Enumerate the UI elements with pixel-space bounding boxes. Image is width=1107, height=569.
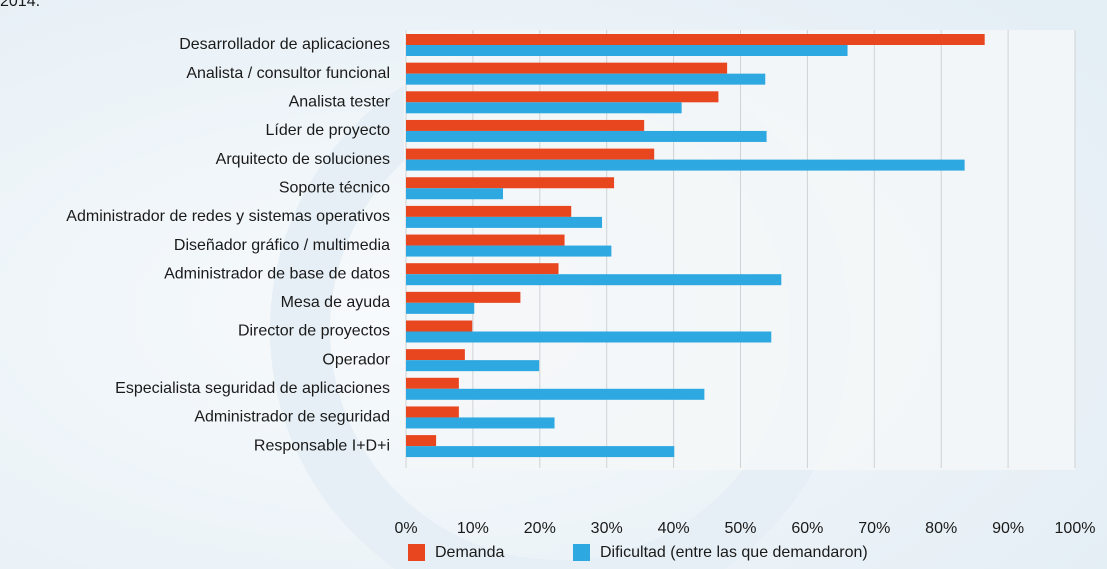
bar: [406, 263, 559, 275]
y-tick-label: Administrador de base de datos: [164, 265, 390, 282]
x-tick-label: 70%: [858, 520, 890, 537]
x-tick-label: 50%: [724, 520, 756, 537]
bar: [406, 216, 603, 228]
x-tick-label: 90%: [992, 520, 1024, 537]
bar: [406, 245, 612, 257]
y-tick-label: Soporte técnico: [279, 179, 390, 196]
bar: [406, 291, 521, 303]
bar: [406, 205, 572, 217]
y-tick-label: Analista tester: [289, 94, 391, 111]
y-tick-label: Responsable I+D+i: [254, 437, 390, 454]
bar: [406, 377, 459, 389]
y-tick-label: Arquitecto de soluciones: [216, 151, 390, 168]
y-tick-label: Líder de proyecto: [265, 122, 390, 139]
bar: [406, 34, 985, 45]
bar: [406, 119, 645, 131]
x-tick-label: 0%: [394, 520, 417, 537]
legend-swatch: [573, 544, 590, 561]
bar: [406, 417, 555, 429]
bar: [406, 159, 965, 171]
bar: [406, 188, 504, 200]
x-tick-label: 10%: [457, 520, 489, 537]
x-tick-label: 80%: [925, 520, 957, 537]
bar: [406, 62, 728, 74]
bar: [406, 274, 782, 286]
bar: [406, 73, 766, 85]
caption: 2014.: [0, 0, 40, 10]
legend-swatch: [408, 544, 425, 561]
legend-label: Dificultad (entre las que demandaron): [600, 544, 868, 561]
bar: [406, 388, 705, 400]
bar: [406, 446, 675, 458]
bar: [406, 302, 475, 314]
bar: [406, 331, 772, 343]
x-tick-label: 30%: [591, 520, 623, 537]
y-tick-label: Analista / consultor funcional: [186, 65, 390, 82]
bar: [406, 177, 615, 189]
y-tick-label: Desarrollador de aplicaciones: [179, 36, 390, 53]
y-tick-label: Administrador de redes y sistemas operat…: [66, 208, 390, 225]
bar: [406, 45, 848, 56]
bar: [406, 320, 473, 332]
x-tick-label: 100%: [1055, 520, 1096, 537]
y-tick-label: Administrador de seguridad: [194, 409, 390, 426]
bar: [406, 349, 465, 361]
bar: [406, 406, 459, 418]
bar: [406, 435, 437, 447]
x-tick-label: 40%: [658, 520, 690, 537]
bar: [406, 91, 719, 103]
y-tick-label: Director de proyectos: [238, 323, 390, 340]
y-tick-label: Diseñador gráfico / multimedia: [174, 237, 390, 254]
x-tick-label: 20%: [524, 520, 556, 537]
bar: [406, 148, 655, 160]
legend-label: Demanda: [435, 544, 504, 561]
y-tick-label: Operador: [322, 351, 390, 368]
y-tick-label: Especialista seguridad de aplicaciones: [115, 380, 390, 397]
bar: [406, 102, 682, 114]
y-tick-label: Mesa de ayuda: [281, 294, 391, 311]
bar: [406, 360, 540, 372]
bar: [406, 130, 767, 142]
x-tick-label: 60%: [791, 520, 823, 537]
bar: [406, 234, 565, 246]
